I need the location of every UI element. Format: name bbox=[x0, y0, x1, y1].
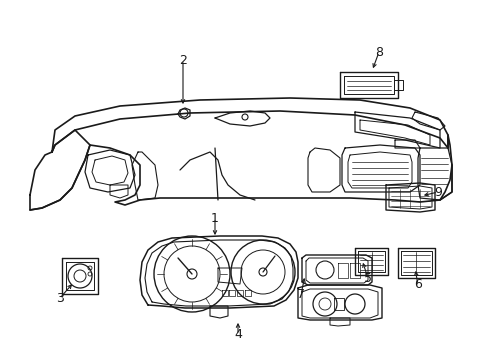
Text: 6: 6 bbox=[413, 279, 421, 292]
Text: 7: 7 bbox=[296, 288, 305, 302]
Text: 4: 4 bbox=[234, 328, 242, 342]
Text: 8: 8 bbox=[374, 45, 382, 58]
Text: 2: 2 bbox=[179, 54, 186, 67]
Text: 1: 1 bbox=[211, 211, 219, 225]
Text: 5: 5 bbox=[363, 271, 371, 284]
Text: 3: 3 bbox=[56, 292, 64, 305]
Text: 9: 9 bbox=[433, 185, 441, 198]
